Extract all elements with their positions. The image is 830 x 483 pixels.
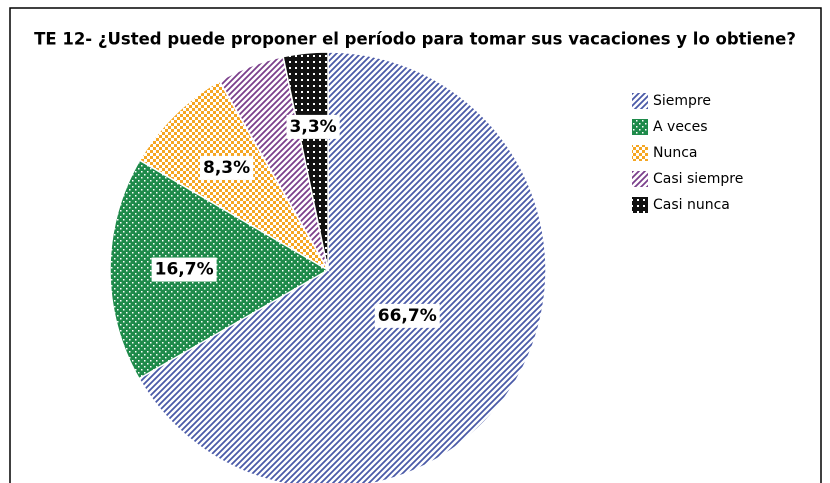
data-label: 8,3% (203, 158, 250, 178)
legend-swatch (632, 145, 648, 161)
data-label-bg (286, 114, 340, 139)
data-label: 16,7% (155, 260, 214, 280)
legend-swatch (632, 197, 648, 213)
legend-label: Casi nunca (653, 197, 730, 213)
data-label-bg (151, 257, 217, 282)
chart-title: TE 12- ¿Usted puede proponer el período … (34, 30, 796, 49)
legend-swatch (632, 171, 648, 187)
pie-slice (137, 51, 547, 483)
data-label: 3,3% (290, 117, 337, 137)
legend-label: A veces (653, 119, 708, 135)
pie-slice (282, 51, 329, 271)
data-label: 66,7% (378, 306, 437, 326)
legend-label: Casi siempre (653, 171, 743, 187)
legend-swatch (632, 93, 648, 109)
data-label-bg (200, 155, 254, 180)
legend-swatch (632, 119, 648, 135)
pie-slice (109, 159, 330, 380)
data-label-bg (374, 303, 440, 328)
legend-label: Siempre (653, 93, 711, 109)
legend-label: Nunca (653, 145, 698, 161)
